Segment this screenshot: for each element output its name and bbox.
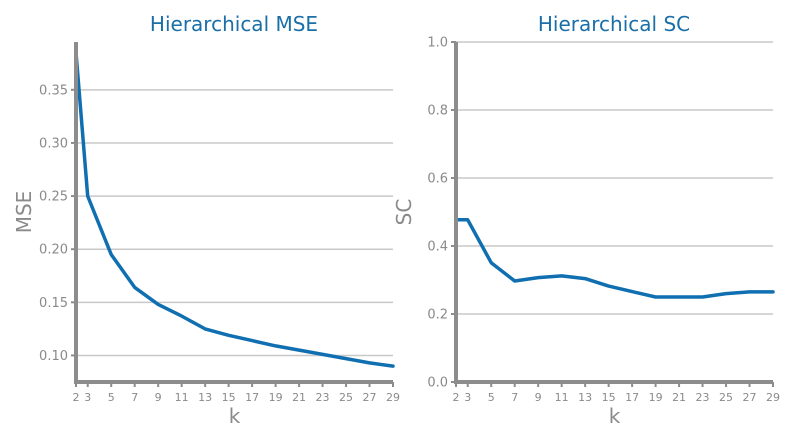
mse-x-tick-label: 13 (198, 391, 212, 404)
sc-x-tick-label: 3 (464, 391, 471, 404)
mse-y-tick-label: 0.20 (39, 243, 68, 258)
mse-y-tick-label: 0.10 (39, 349, 68, 364)
sc-y-axis-label: SC (392, 199, 416, 226)
sc-x-tick-label: 21 (672, 391, 686, 404)
sc-y-tick-label: 1.0 (427, 36, 448, 51)
mse-series-line (74, 50, 395, 368)
sc-y-tick-label: 0.8 (427, 104, 448, 119)
mse-x-tick-label: 19 (269, 391, 283, 404)
mse-chart: Hierarchical MSE 0.10 0.15 0.20 0.25 0.30 0.35… (12, 12, 400, 428)
mse-y-axis-label: MSE (12, 191, 36, 234)
sc-x-tick-label: 11 (555, 391, 569, 404)
mse-x-tick-label: 29 (386, 391, 400, 404)
sc-x-tick-label: 23 (696, 391, 710, 404)
sc-y-tick-label: 0.6 (427, 172, 448, 187)
sc-x-tick-label: 2 (453, 391, 460, 404)
mse-x-axis-label: k (229, 404, 241, 428)
mse-x-tick-label: 27 (363, 391, 377, 404)
mse-x-tick-label: 17 (245, 391, 259, 404)
sc-x-tick-label: 13 (578, 391, 592, 404)
mse-x-tick-label: 9 (155, 391, 162, 404)
sc-y-tick-label: 0.4 (427, 240, 448, 255)
mse-x-tick-label: 11 (175, 391, 189, 404)
mse-x-tick-label: 5 (108, 391, 115, 404)
mse-chart-title: Hierarchical MSE (150, 12, 318, 36)
sc-chart: Hierarchical SC 0.0 0.2 0.4 0.6 0.8 1.0 2 3 5 7 9 11… (392, 12, 780, 428)
sc-x-tick-label: 29 (766, 391, 780, 404)
mse-y-tick-label: 0.30 (39, 136, 68, 151)
mse-y-tick-label: 0.25 (39, 190, 68, 205)
sc-x-tick-label: 19 (649, 391, 663, 404)
mse-x-tick-label: 2 (73, 391, 80, 404)
mse-x-tick-label: 21 (292, 391, 306, 404)
sc-x-tick-label: 27 (743, 391, 757, 404)
sc-y-tick-label: 0.0 (427, 376, 448, 391)
mse-x-tick-label: 15 (222, 391, 236, 404)
sc-x-tick-label: 7 (511, 391, 518, 404)
mse-y-tick-label: 0.35 (39, 83, 68, 98)
mse-x-tick-label: 7 (131, 391, 138, 404)
sc-x-tick-label: 17 (625, 391, 639, 404)
sc-x-tick-label: 15 (602, 391, 616, 404)
sc-chart-title: Hierarchical SC (538, 12, 690, 36)
sc-x-tick-label: 9 (535, 391, 542, 404)
sc-series-line (454, 218, 775, 299)
mse-x-tick-label: 3 (84, 391, 91, 404)
sc-x-tick-label: 25 (719, 391, 733, 404)
sc-x-tick-label: 5 (488, 391, 495, 404)
mse-x-tick-label: 25 (339, 391, 353, 404)
sc-y-tick-label: 0.2 (427, 308, 448, 323)
mse-x-tick-label: 23 (316, 391, 330, 404)
sc-x-axis-label: k (609, 404, 621, 428)
mse-y-tick-label: 0.15 (39, 296, 68, 311)
